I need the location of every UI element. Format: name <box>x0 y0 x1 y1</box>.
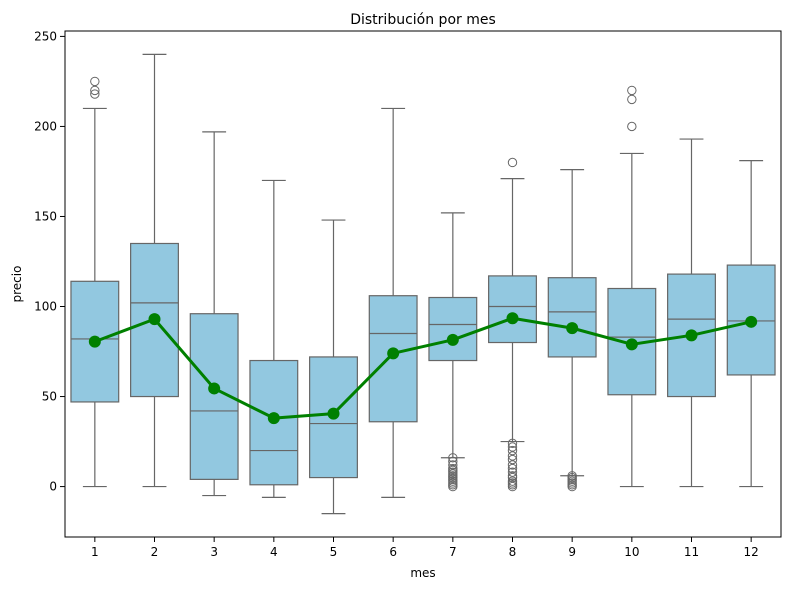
outlier-point <box>448 453 458 463</box>
x-tick-label: 8 <box>509 545 517 559</box>
y-tick-label: 100 <box>34 300 57 314</box>
y-tick-label: 0 <box>49 480 57 494</box>
series-point <box>327 407 340 420</box>
x-tick-label: 11 <box>684 545 699 559</box>
outlier-point <box>507 467 518 477</box>
x-tick-label: 5 <box>330 545 338 559</box>
chart-title: Distribución por mes <box>350 12 496 28</box>
outlier-point <box>507 157 518 168</box>
outlier-point <box>448 456 458 467</box>
x-tick-label: 4 <box>270 545 278 559</box>
plot-frame <box>64 30 782 538</box>
y-tick-label: 200 <box>34 119 57 133</box>
series-point <box>566 322 579 335</box>
outlier-point <box>627 94 637 105</box>
box <box>428 296 478 362</box>
outlier-point <box>90 85 100 96</box>
outlier-point <box>507 451 518 461</box>
y-axis-title: precio <box>10 266 24 303</box>
series-point <box>387 347 400 360</box>
outlier-point <box>507 438 518 449</box>
outlier-point <box>507 454 518 465</box>
box <box>667 273 716 398</box>
outlier-point <box>507 442 518 452</box>
outlier-point <box>567 481 577 492</box>
outlier-point <box>627 85 637 96</box>
series-point <box>88 335 101 348</box>
x-tick-label: 9 <box>568 545 576 559</box>
outlier-point <box>90 76 100 87</box>
outlier-point <box>448 460 458 470</box>
y-tick-label: 250 <box>34 29 57 43</box>
x-tick-label: 1 <box>91 545 99 559</box>
outlier-point <box>448 481 458 492</box>
x-tick-label: 3 <box>210 545 218 559</box>
series-point <box>745 315 758 328</box>
y-tick-label: 150 <box>34 209 57 223</box>
series-line <box>94 316 752 420</box>
series-point <box>446 333 459 346</box>
series-point <box>625 338 638 351</box>
x-tick-label: 2 <box>151 545 159 559</box>
box <box>488 275 537 344</box>
x-tick-label: 12 <box>744 545 759 559</box>
outlier-point <box>507 472 518 483</box>
outlier-point <box>627 121 637 132</box>
series-point <box>506 312 519 325</box>
box <box>547 277 597 358</box>
outlier-point <box>507 445 518 456</box>
series-point <box>267 412 280 425</box>
x-tick-label: 6 <box>389 545 397 559</box>
outlier-point <box>507 460 518 470</box>
series-point <box>685 329 698 342</box>
series-point <box>208 382 221 395</box>
x-tick-label: 10 <box>624 545 639 559</box>
y-tick-label: 50 <box>42 390 57 404</box>
x-axis-title: mes <box>410 566 435 580</box>
box <box>189 313 239 480</box>
series-point <box>148 313 161 326</box>
outlier-point <box>507 463 518 474</box>
plot-area <box>70 53 776 515</box>
x-tick-label: 7 <box>449 545 457 559</box>
outlier-point <box>90 89 100 99</box>
outlier-point <box>507 481 518 492</box>
